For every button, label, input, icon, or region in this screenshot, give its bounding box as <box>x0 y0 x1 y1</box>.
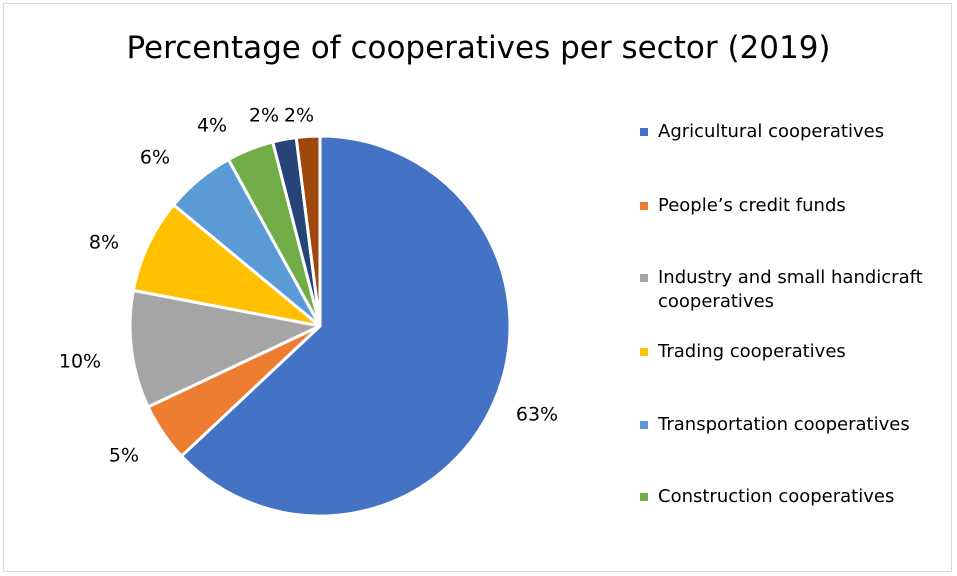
legend-label: Agricultural cooperatives <box>658 121 885 142</box>
pie-slice-4 <box>131 203 322 328</box>
legend-label: People’s credit funds <box>658 195 846 216</box>
legend-swatch <box>640 202 648 210</box>
legend-item: Industry and small handicraft cooperativ… <box>640 266 948 314</box>
legend-swatch <box>640 493 648 501</box>
legend-label: Transportation cooperatives <box>658 414 910 435</box>
legend-label: Construction cooperatives <box>658 486 895 507</box>
pie-slice-8 <box>294 134 322 328</box>
data-label-6: 4% <box>197 115 227 137</box>
data-label-2: 5% <box>109 445 139 467</box>
data-label-5: 6% <box>140 147 170 169</box>
legend-item: Agricultural cooperatives <box>640 120 948 144</box>
legend-swatch <box>640 274 648 282</box>
legend-item: Construction cooperatives <box>640 485 948 509</box>
legend-swatch <box>640 421 648 429</box>
legend-item: Trading cooperatives <box>640 340 948 364</box>
pie-slice-3 <box>128 288 322 409</box>
legend-swatch <box>640 348 648 356</box>
data-label-8: 2% <box>284 105 314 127</box>
legend-swatch <box>640 128 648 136</box>
data-label-1: 63% <box>516 404 558 426</box>
data-label-3: 10% <box>59 351 101 373</box>
legend-label: Industry and small handicraft cooperativ… <box>658 267 923 312</box>
chart-title: Percentage of cooperatives per sector (2… <box>126 30 831 66</box>
legend-item: People’s credit funds <box>640 194 948 218</box>
pie-slice-1 <box>179 134 512 518</box>
data-label-4: 8% <box>89 232 119 254</box>
data-label-7: 2% <box>249 105 279 127</box>
legend-label: Trading cooperatives <box>658 341 846 362</box>
legend-item: Transportation cooperatives <box>640 413 948 437</box>
